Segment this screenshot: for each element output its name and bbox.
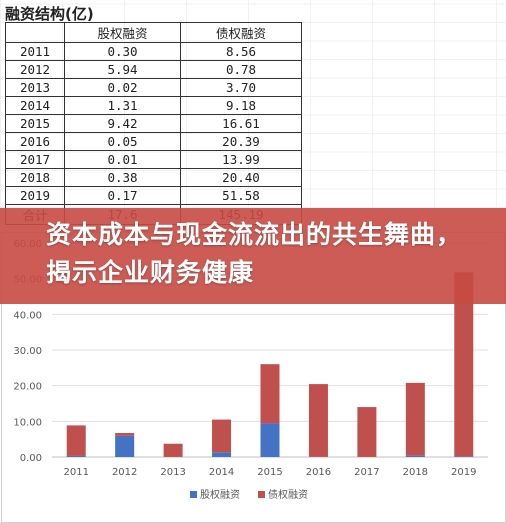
y-tick-label: 30.00 <box>13 346 42 357</box>
table-row: 2016 0.05 20.39 <box>5 132 302 151</box>
legend-swatch <box>258 491 265 498</box>
y-tick-label: 0.00 <box>20 453 42 464</box>
bar-equity-2018 <box>405 455 425 457</box>
table-cell: 20.40 <box>180 168 302 187</box>
table-cell: 51.58 <box>180 186 302 205</box>
y-tick-label: 10.00 <box>13 417 42 428</box>
y-tick-label: 40.00 <box>13 310 42 321</box>
table-cell: 13.99 <box>180 150 302 169</box>
bar-debt-2018 <box>405 382 425 456</box>
table-cell: 0.38 <box>64 168 181 187</box>
bar-equity-2014 <box>212 452 232 457</box>
table-cell: 2019 <box>5 186 65 205</box>
legend-swatch <box>190 491 197 498</box>
table-cell: 0.30 <box>64 42 181 61</box>
table-row: 2018 0.38 20.40 <box>5 168 302 187</box>
overlay-banner <box>0 208 506 304</box>
legend-label: 股权融资 <box>200 488 240 501</box>
x-tick-label: 2017 <box>354 467 379 478</box>
table-cell: 9.42 <box>64 114 181 133</box>
bar-equity-2011 <box>66 455 86 457</box>
banner-text: 资本成本与现金流流出的共生舞曲，揭示企业财务健康 <box>46 220 463 287</box>
x-tick-label: 2013 <box>160 467 185 478</box>
table-row: 2014 1.31 9.18 <box>5 96 302 115</box>
x-tick-label: 2015 <box>257 467 282 478</box>
table-row: 2017 0.01 13.99 <box>5 150 302 169</box>
table-cell: 3.70 <box>180 78 302 97</box>
sheet-title: 融资结构(亿) <box>5 5 94 23</box>
bar-debt-2019 <box>454 272 474 457</box>
bar-debt-2015 <box>260 364 280 424</box>
table-row: 2011 0.30 8.56 <box>5 42 302 61</box>
table-cell: 20.39 <box>180 132 302 151</box>
legend-label: 债权融资 <box>268 488 308 501</box>
bar-debt-2017 <box>357 407 377 457</box>
bar-equity-2015 <box>260 423 280 457</box>
bar-debt-2014 <box>212 419 232 453</box>
x-tick-label: 2019 <box>451 467 476 478</box>
table-cell: 2012 <box>5 60 65 79</box>
x-tick-label: 2014 <box>209 467 234 478</box>
y-tick-label: 20.00 <box>13 382 42 393</box>
bar-equity-2019 <box>454 456 474 457</box>
x-tick-label: 2012 <box>112 467 137 478</box>
x-tick-label: 2018 <box>403 467 428 478</box>
x-tick-label: 2011 <box>63 467 88 478</box>
table-row: 2012 5.94 0.78 <box>5 60 302 79</box>
bar-debt-2013 <box>163 443 183 457</box>
x-tick-label: 2016 <box>306 467 331 478</box>
table-row: 2019 0.17 51.58 <box>5 186 302 205</box>
bar-debt-2016 <box>308 384 328 457</box>
table-cell: 0.05 <box>64 132 181 151</box>
bar-debt-2011 <box>66 425 86 456</box>
bar-equity-2012 <box>115 435 135 457</box>
table-header-row: 股权融资 债权融资 <box>5 22 302 43</box>
bar-debt-2012 <box>115 433 135 436</box>
table-cell: 2017 <box>5 150 65 169</box>
